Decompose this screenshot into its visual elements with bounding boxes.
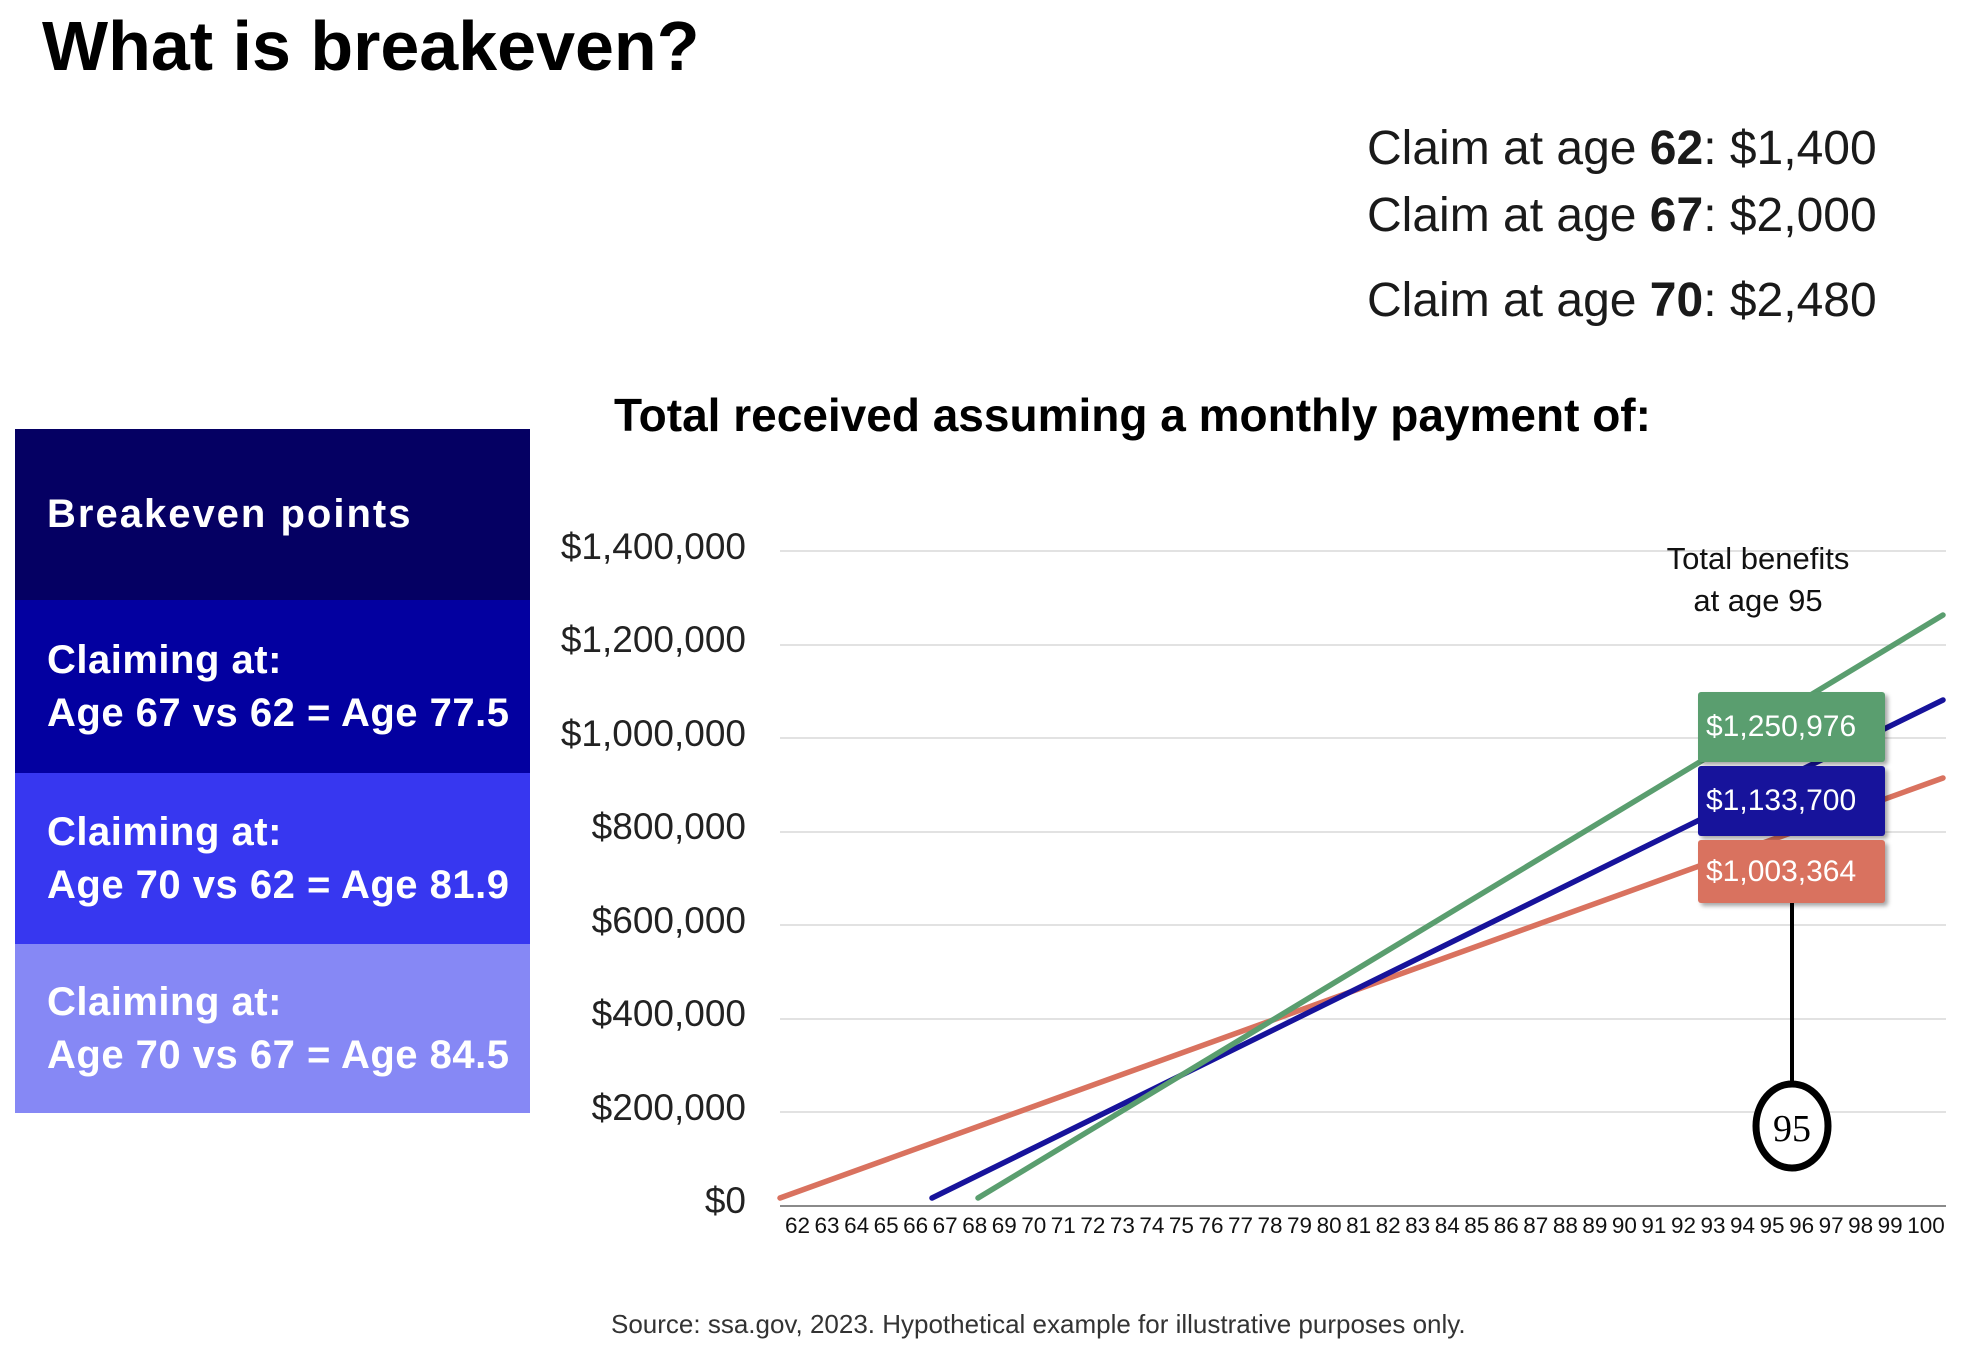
svg-text:95: 95 xyxy=(1773,1108,1811,1150)
